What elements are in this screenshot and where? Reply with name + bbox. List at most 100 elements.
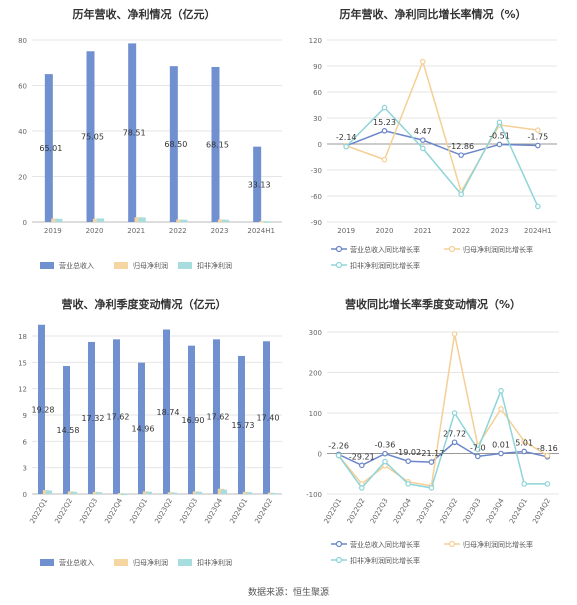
legend-swatch	[114, 262, 128, 269]
x-tick-label: 2022Q1	[323, 497, 344, 525]
chart-title: 营收、净利季度变动情况（亿元）	[61, 298, 227, 311]
data-label: -19.02	[395, 448, 421, 457]
legend-swatch	[40, 262, 54, 269]
x-tick-label: 2022Q4	[392, 497, 413, 526]
bar-扣非净利润	[70, 491, 78, 494]
bar-营业总收入	[263, 341, 270, 494]
legend-label: 扣非净利润同比增长率	[350, 261, 420, 270]
legend-label: 扣非净利润同比增长率	[350, 556, 420, 565]
point-扣非净利润同比增长率	[405, 481, 412, 487]
point-归母净利润同比增长率	[420, 58, 426, 65]
y-tick-label: 30	[313, 115, 322, 123]
legend-swatch	[178, 559, 192, 566]
bar-营业总收入	[253, 146, 262, 222]
point-扣非净利润同比增长率	[535, 203, 541, 210]
y-tick-label: 200	[309, 370, 322, 378]
legend-label: 扣非净利润	[197, 558, 232, 567]
legend-marker	[335, 245, 343, 253]
y-tick-label: 0	[318, 451, 322, 459]
x-tick-label: 2022	[169, 227, 187, 235]
data-label: 68.50	[164, 140, 187, 149]
line-营业总收入同比增长率	[345, 130, 538, 156]
bar-归母净利润	[51, 218, 59, 222]
point-扣非净利润同比增长率	[359, 485, 365, 491]
chart-title: 历年营收、净利同比增长率情况（%）	[339, 8, 527, 21]
annual-line-chart: -90 -60 -30 0 30 60 90 120 2019 2020 2021 2022 2023 2…	[309, 37, 557, 270]
legend-label: 营业总收入同比增长率	[350, 245, 420, 254]
x-tick-label: 2023Q3	[462, 497, 483, 525]
point-营业总收入同比增长率	[428, 459, 435, 465]
point-营业总收入同比增长率	[405, 458, 412, 465]
x-tick-label: 2022Q3	[78, 497, 99, 525]
x-tick-label: 2022Q1	[28, 497, 49, 525]
legend-label: 归母净利润	[133, 558, 168, 567]
legend-label: 归母净利润同比增长率	[463, 540, 533, 549]
annual-growth-panel: 历年营收、净利同比增长率情况（%） -90 -60 -30 0 30 60 90 120 201…	[289, 0, 577, 285]
annual-revenue-profit-panel: 历年营收、净利情况（亿元） 0 20 40 60 80 2019 2020 2021 2022 2…	[0, 0, 288, 285]
x-tick-label: 2024Q2	[253, 497, 274, 525]
quarterly-revenue-profit-panel: 营收、净利季度变动情况（亿元） 0 3 6 9 12 15 18 2022Q1 2022Q2 20…	[0, 288, 288, 583]
data-label: 14.96	[132, 424, 155, 433]
point-扣非净利润同比增长率	[498, 387, 504, 394]
x-tick-label: 2024Q2	[531, 497, 552, 525]
y-tick-label: 6	[23, 438, 28, 446]
data-label: 27.72	[443, 429, 466, 438]
data-label: 68.15	[206, 140, 229, 149]
bar-营业总收入	[213, 339, 220, 494]
x-tick-label: 2023Q2	[439, 497, 460, 525]
point-营业总收入同比增长率	[420, 137, 426, 143]
data-source: 数据来源：恒生聚源	[247, 588, 329, 598]
data-label: 4.47	[414, 127, 432, 136]
data-label: 17.62	[207, 413, 230, 422]
data-label: -1.75	[527, 133, 548, 142]
chart-title: 历年营收、净利情况（亿元）	[72, 8, 216, 21]
x-tick-label: 2020	[376, 227, 394, 235]
line-归母净利润同比增长率	[345, 59, 538, 194]
bar-营业总收入	[211, 66, 220, 223]
data-label: 17.32	[82, 414, 105, 423]
x-tick-label: 2019	[337, 227, 355, 235]
point-扣非净利润同比增长率	[382, 458, 388, 465]
bar-扣非净利润	[270, 493, 278, 495]
point-营业总收入同比增长率	[496, 141, 503, 148]
y-tick-label: 60	[313, 89, 322, 97]
legend-label: 营业总收入同比增长率	[350, 540, 420, 549]
y-tick-label: 0	[318, 141, 322, 149]
y-tick-label: 80	[18, 37, 27, 45]
legend-swatch	[114, 559, 128, 566]
x-tick-label: 2021	[414, 227, 432, 235]
legend-marker	[335, 556, 343, 564]
bar-营业总收入	[138, 362, 145, 494]
x-tick-label: 2019	[44, 227, 62, 235]
y-tick-label: -60	[311, 193, 322, 201]
x-tick-label: 2022Q2	[346, 497, 367, 525]
y-tick-label: 120	[309, 37, 322, 45]
bar-营业总收入	[88, 341, 95, 494]
legend-marker	[335, 261, 343, 269]
x-tick-label: 2021	[127, 227, 145, 235]
bar-扣非净利润	[96, 218, 105, 222]
point-归母净利润同比增长率	[535, 127, 541, 133]
x-tick-label: 2024Q1	[228, 497, 249, 525]
x-tick-label: 2023Q4	[485, 497, 506, 526]
y-tick-label: 60	[18, 83, 27, 91]
y-tick-label: 0	[23, 491, 27, 499]
legend-marker	[448, 540, 456, 548]
y-tick-label: 100	[309, 410, 322, 418]
point-扣非净利润同比增长率	[343, 143, 349, 150]
x-tick-label: 2023	[491, 227, 509, 235]
point-扣非净利润同比增长率	[496, 119, 503, 126]
quarterly-growth-panel: 营收同比增长率季度变动情况（%） -100 0 100 200 300 2022Q1 202…	[289, 288, 577, 583]
data-label: 0.01	[492, 440, 510, 449]
data-label: -8.16	[537, 444, 558, 453]
data-label: 65.01	[39, 144, 62, 153]
point-扣非净利润同比增长率	[458, 191, 464, 198]
x-tick-label: 2022	[452, 227, 470, 235]
bar-营业总收入	[44, 74, 53, 222]
legend-label: 扣非净利润	[197, 261, 232, 270]
bar-扣非净利润	[245, 492, 253, 494]
bar-归母净利润	[259, 221, 267, 223]
x-tick-label: 2023Q1	[128, 497, 149, 525]
data-label: 15.73	[232, 421, 255, 430]
